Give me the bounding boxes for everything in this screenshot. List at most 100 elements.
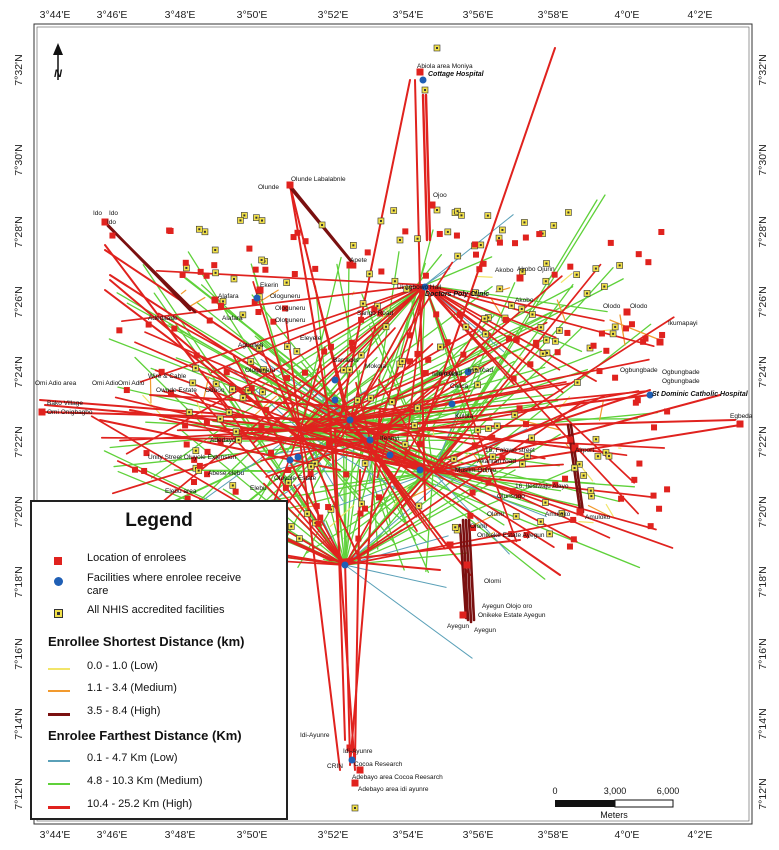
place-label: Abiola area Moniya (417, 63, 473, 70)
location-points (38, 44, 744, 812)
enrolee-marker (158, 368, 165, 375)
nhis-facility-marker (571, 464, 578, 472)
enrolee-marker (141, 467, 148, 474)
enrolee-marker (425, 356, 432, 363)
enrolee-marker (232, 488, 239, 495)
lon-tick-label: 3°48'E (165, 829, 196, 841)
nhis-facility-marker (258, 256, 265, 264)
nhis-facility-marker (415, 502, 423, 510)
facility-marker (419, 76, 427, 84)
enrolee-marker (598, 330, 605, 337)
enrolee-marker (167, 389, 174, 396)
distance-line (104, 289, 331, 461)
distance-line (464, 518, 473, 624)
enrolee-marker (407, 358, 414, 365)
place-label: Ayegun (474, 627, 496, 634)
facility-marker (294, 453, 302, 461)
distance-line (187, 251, 301, 431)
place-label: Onikeke Estate Ayegun (477, 532, 545, 539)
lon-tick-label: 3°56'E (463, 829, 494, 841)
nhis-facility-marker (496, 285, 504, 293)
nhis-facility-marker (482, 330, 489, 338)
place-label: Ayegun (447, 623, 469, 630)
distance-line (432, 463, 564, 473)
place-label: Eleyele (300, 335, 322, 342)
enrolee-marker (536, 231, 543, 238)
enrolee-marker (566, 543, 573, 550)
enrolee-marker (211, 262, 218, 269)
enrolee-marker (317, 514, 324, 521)
enrolee-marker (516, 405, 523, 412)
nhis-facility-marker (451, 523, 459, 531)
nhis-facility-marker (255, 344, 263, 352)
enrolee-marker (326, 440, 333, 447)
enrolee-marker (315, 520, 322, 527)
place-label: Agbofieti (238, 342, 263, 349)
place-label: Elebu (250, 485, 267, 492)
enrolee-marker (463, 561, 471, 569)
enrolee-marker (191, 478, 198, 485)
nhis-facility-marker (558, 510, 566, 517)
enrolee-marker (656, 338, 664, 346)
enrolee-marker (469, 489, 476, 496)
place-label: Owode Estate (156, 387, 197, 394)
nhis-facility-marker (293, 348, 301, 355)
shortest-heading: Enrollee Shortest Distance (km) (48, 634, 245, 649)
nhis-facility-marker (605, 452, 613, 460)
lat-tick-label: 7°24'N (757, 356, 769, 387)
distance-line (299, 429, 361, 561)
nhis-facility-marker (346, 366, 353, 374)
nhis-facility-marker (303, 510, 311, 518)
enrolee-marker (376, 494, 383, 501)
enrolee-marker (356, 766, 364, 774)
nhis-facility-marker (296, 535, 303, 542)
enrolee-marker (472, 241, 479, 248)
place-label: Ogbungbade (662, 369, 700, 376)
enrolee-marker (590, 342, 597, 349)
place-label: Adedaade (148, 315, 178, 322)
distance-line (349, 419, 471, 576)
place-label: Barracks (333, 357, 359, 364)
distance-line (474, 275, 493, 278)
place-label: Adebayo area idi ayunre (358, 786, 429, 793)
enrolee-marker (510, 375, 517, 382)
enrolee-marker (650, 492, 657, 499)
line-swatch-icon (48, 783, 70, 785)
farthest-heading: Enrolee Farthest Distance (Km) (48, 728, 242, 743)
facility-marker (416, 466, 424, 474)
lon-tick-label: 4°0'E (615, 9, 640, 21)
distance-line (432, 394, 721, 473)
red-square-icon (54, 557, 62, 565)
legend-label: 3.5 - 8.4 (High) (87, 705, 161, 717)
nhis-facility-marker (454, 252, 462, 260)
nhis-facility-marker (546, 530, 553, 538)
legend-label: All NHIS accredited facilities (87, 604, 225, 616)
enrolee-marker (472, 251, 479, 258)
hospital-label: Doctors Poly Clinic (425, 291, 489, 298)
nhis-facility-marker (474, 381, 481, 389)
enrolee-marker (523, 531, 530, 538)
distance-line (349, 409, 381, 766)
nhis-facility-marker (542, 499, 549, 506)
north-arrow: N (53, 43, 63, 80)
enrolee-marker (642, 335, 649, 342)
enrolee-marker (645, 259, 652, 266)
enrolee-marker (623, 308, 631, 316)
facility-marker (346, 416, 354, 424)
lat-tick-label: 7°20'N (13, 496, 25, 527)
lon-tick-label: 4°2'E (688, 829, 713, 841)
enrolee-marker (480, 260, 487, 267)
map-frame (33, 23, 753, 825)
enrolee-marker (282, 305, 289, 312)
distance-line (354, 469, 361, 761)
lat-tick-label: 7°14'N (757, 708, 769, 739)
enrolee-marker (571, 444, 579, 452)
distance-line (344, 464, 584, 566)
place-label: Adedayo (210, 437, 236, 444)
nhis-facility-marker (232, 428, 240, 435)
enrolee-marker (496, 239, 503, 246)
place-label: Ido (109, 210, 118, 217)
nhis-facility-marker (573, 271, 580, 278)
enrolee-marker (476, 266, 483, 273)
lat-tick-label: 7°22'N (757, 426, 769, 457)
